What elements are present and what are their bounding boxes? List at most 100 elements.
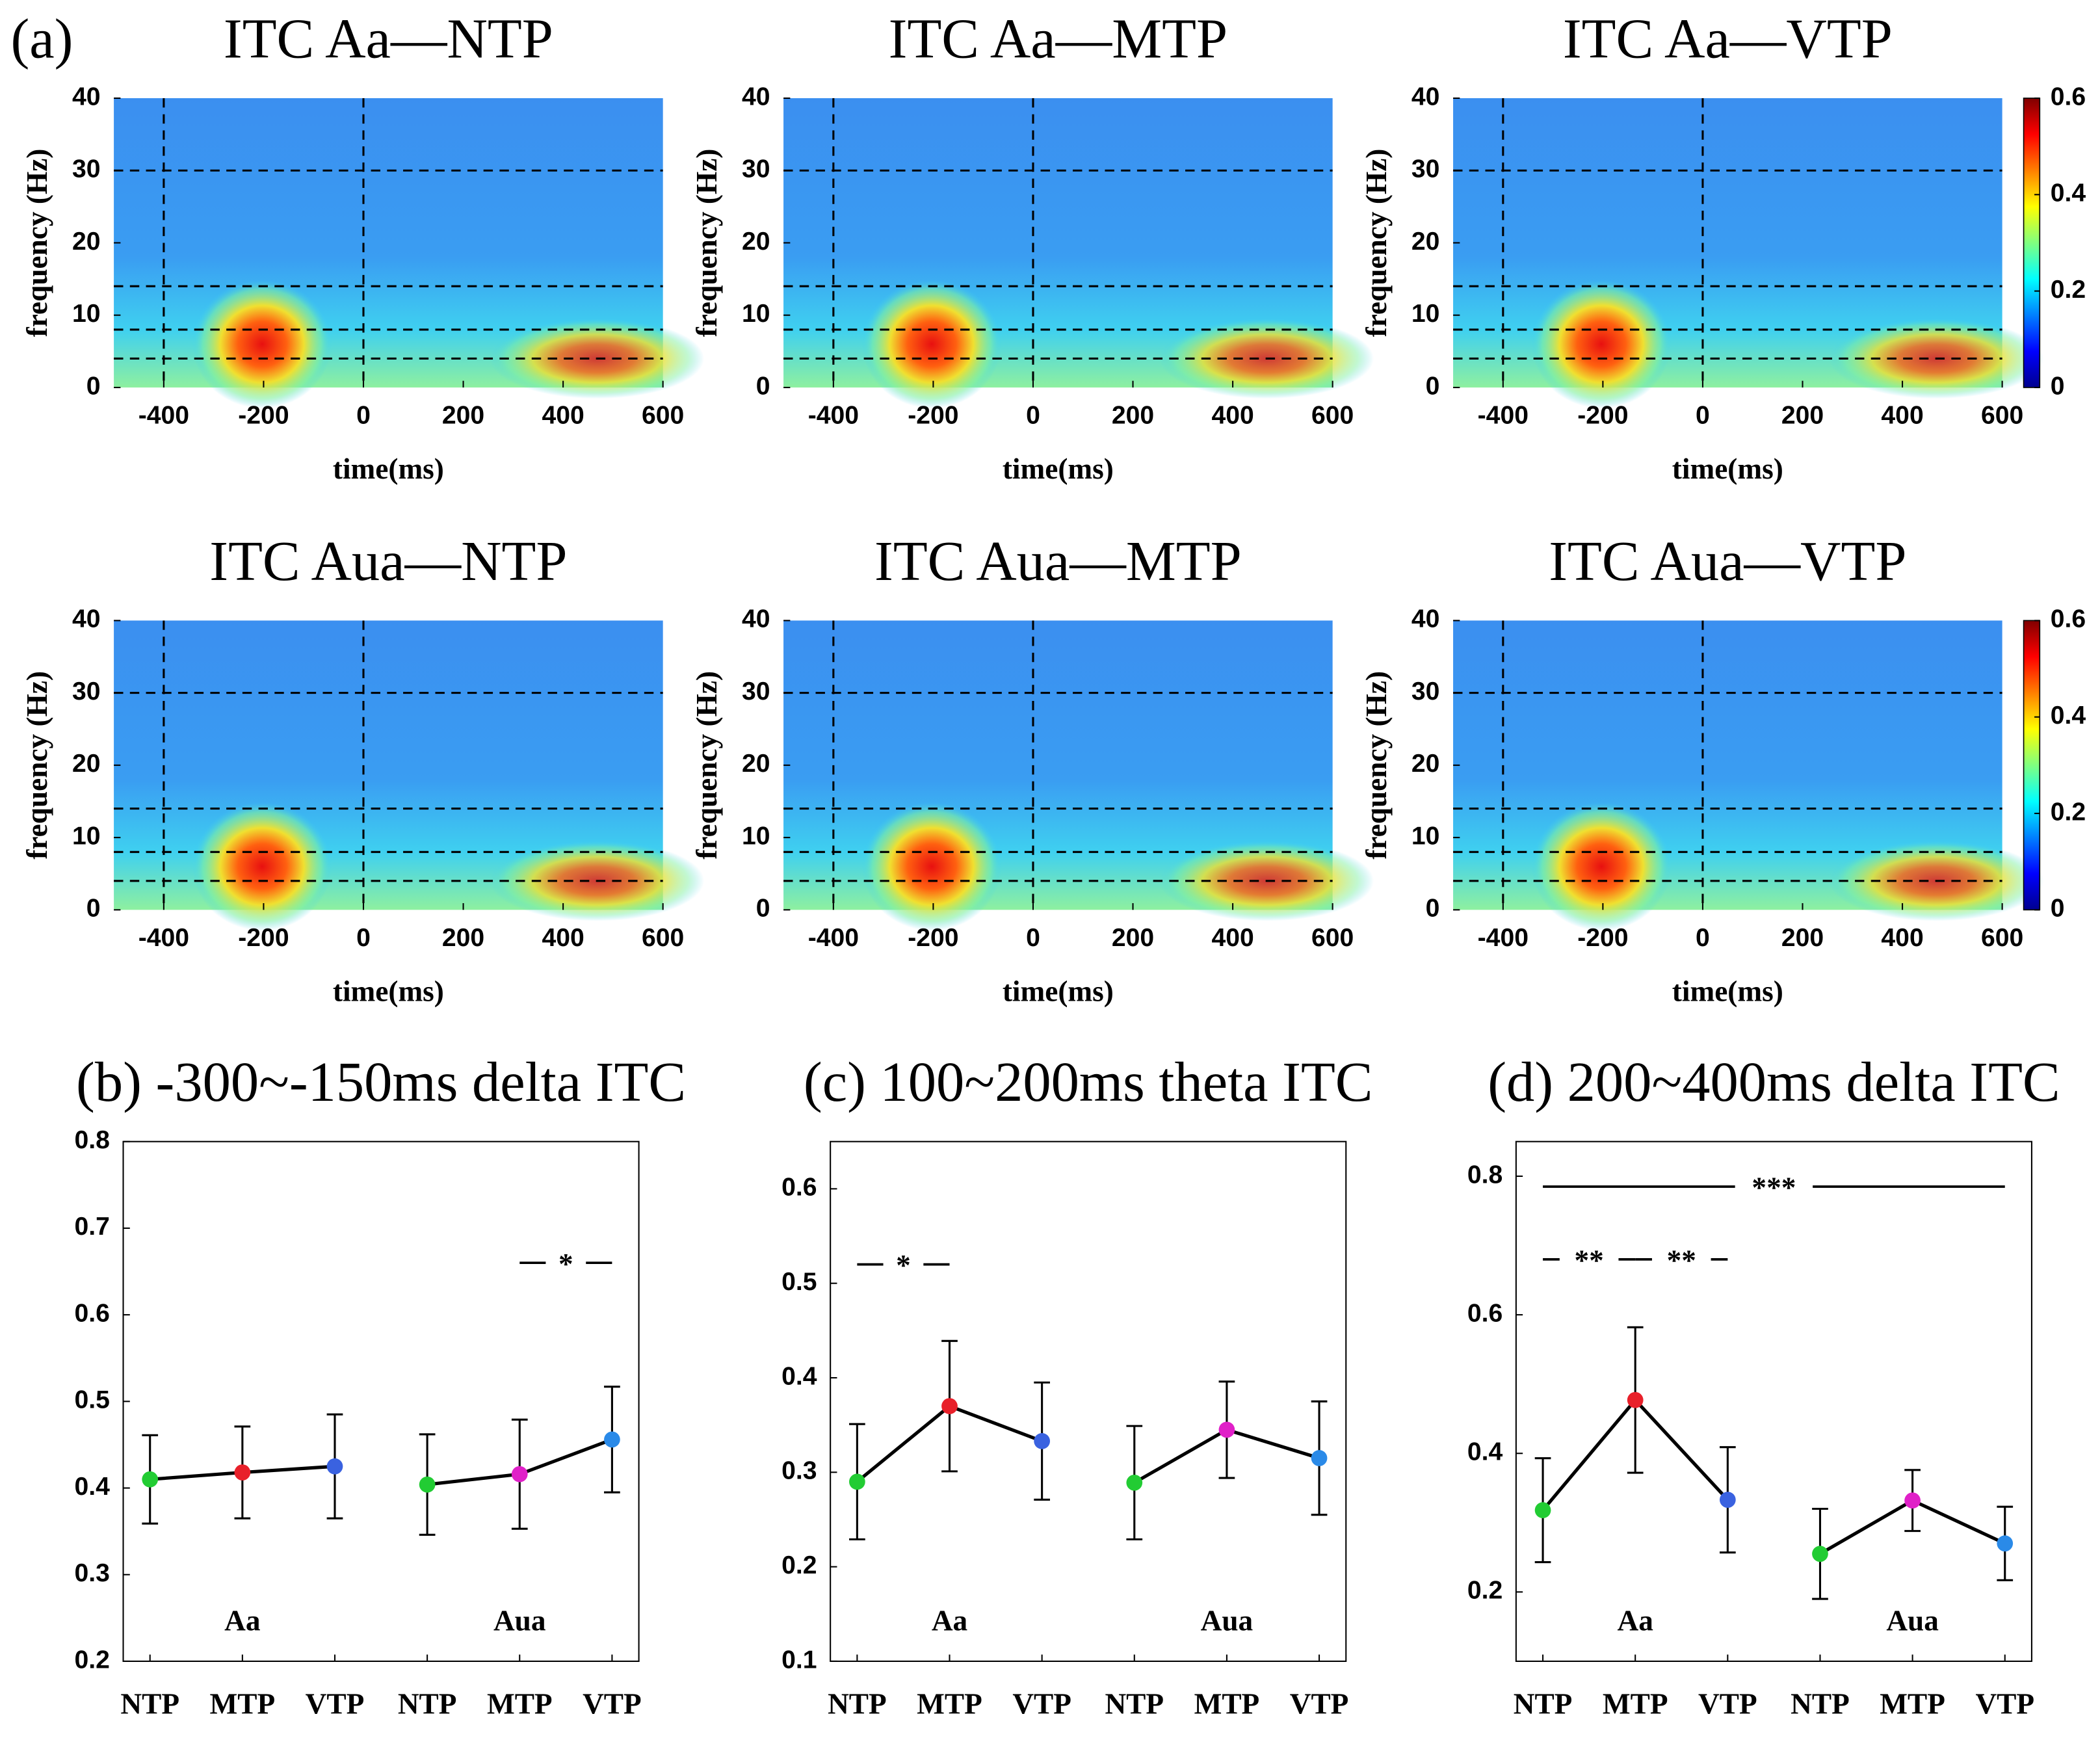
y-tick-label: 0.5 <box>781 1268 817 1296</box>
y-tick-label: 0 <box>756 895 770 923</box>
x-axis-label: time(ms) <box>1003 453 1114 485</box>
y-tick-label: 0.7 <box>75 1213 110 1241</box>
colorbar-tick-label: 0.6 <box>2051 605 2086 633</box>
y-tick-label: 0.6 <box>75 1299 110 1327</box>
x-tick-label: MTP <box>487 1687 553 1720</box>
y-tick-label: 0.3 <box>781 1457 817 1485</box>
y-tick-label: 0 <box>86 372 101 400</box>
x-tick-label: 0 <box>1696 924 1710 952</box>
y-tick-label: 40 <box>742 605 770 633</box>
colorbar-tick-label: 0.2 <box>2051 276 2086 304</box>
x-tick-label: MTP <box>210 1687 276 1720</box>
y-axis-label: frequency (Hz) <box>21 149 53 337</box>
x-axis-label: time(ms) <box>1003 975 1114 1007</box>
y-axis-label: frequency (Hz) <box>1360 671 1393 860</box>
y-tick-label: 0.4 <box>1467 1438 1503 1466</box>
x-tick-label: 200 <box>1781 924 1824 952</box>
data-point <box>1034 1433 1050 1449</box>
x-tick-label: 400 <box>1211 402 1253 430</box>
x-tick-label: 600 <box>642 924 684 952</box>
x-tick-label: NTP <box>1105 1687 1164 1720</box>
x-tick-label: -400 <box>808 402 859 430</box>
y-tick-label: 0.2 <box>75 1646 110 1674</box>
x-tick-label: MTP <box>1194 1687 1260 1720</box>
x-tick-label: 0 <box>1026 924 1040 952</box>
x-tick-label: 0 <box>356 924 371 952</box>
chart-title: (c) 100~200ms theta ITC <box>804 1051 1373 1113</box>
x-tick-label: 200 <box>1112 402 1154 430</box>
data-point <box>849 1473 865 1490</box>
y-tick-label: 30 <box>1411 155 1440 183</box>
colorbar-tick-label: 0 <box>2051 895 2065 923</box>
chart-title: ITC Aa—NTP <box>224 7 553 70</box>
x-tick-label: 0 <box>1026 402 1040 430</box>
y-tick-label: 0 <box>86 895 101 923</box>
y-axis-label: frequency (Hz) <box>690 149 723 337</box>
group-label: Aa <box>224 1605 260 1637</box>
y-tick-label: 30 <box>72 155 101 183</box>
group-label: Aa <box>932 1605 967 1637</box>
data-point <box>1218 1421 1235 1438</box>
y-tick-label: 0 <box>1426 372 1440 400</box>
heatmap-hotspot <box>192 280 332 409</box>
colorbar <box>2023 620 2041 911</box>
y-tick-label: 40 <box>1411 605 1440 633</box>
panel-label: (a) <box>10 7 73 70</box>
data-point <box>604 1431 620 1448</box>
x-tick-label: -200 <box>1577 924 1628 952</box>
y-tick-label: 30 <box>742 678 770 705</box>
data-point <box>234 1464 251 1481</box>
significance-label: ** <box>1667 1244 1696 1276</box>
y-tick-label: 0.6 <box>781 1174 817 1202</box>
y-tick-label: 20 <box>1411 228 1440 256</box>
x-tick-label: 0 <box>356 402 371 430</box>
x-tick-label: 200 <box>442 924 484 952</box>
y-axis-label: frequency (Hz) <box>21 671 53 860</box>
y-axis-label: frequency (Hz) <box>1360 149 1393 337</box>
x-tick-label: 400 <box>1881 402 1923 430</box>
plot-frame <box>1515 1140 2032 1662</box>
x-axis-label: time(ms) <box>1672 453 1783 485</box>
group-label: Aa <box>1618 1605 1653 1637</box>
heatmap-hotspot <box>861 802 1002 931</box>
chart-title: (b) -300~-150ms delta ITC <box>76 1051 686 1113</box>
chart-title: (d) 200~400ms delta ITC <box>1488 1051 2060 1113</box>
x-tick-label: -400 <box>138 924 189 952</box>
colorbar-tick-label: 0 <box>2051 372 2065 400</box>
x-axis-label: time(ms) <box>333 975 444 1007</box>
y-tick-label: 0.5 <box>75 1386 110 1414</box>
x-tick-label: NTP <box>398 1687 457 1720</box>
x-tick-label: MTP <box>917 1687 982 1720</box>
data-point <box>511 1466 528 1482</box>
y-tick-label: 0.8 <box>1467 1161 1503 1189</box>
x-axis-label: time(ms) <box>1672 975 1783 1007</box>
x-tick-label: 600 <box>1981 924 2023 952</box>
heatmap-hotspot <box>861 280 1002 409</box>
y-tick-label: 40 <box>72 605 101 633</box>
x-tick-label: 400 <box>1881 924 1923 952</box>
x-tick-label: 600 <box>1981 402 2023 430</box>
heatmap-hotspot <box>1531 802 1672 931</box>
x-tick-label: -400 <box>1478 402 1529 430</box>
y-tick-label: 10 <box>1411 300 1440 328</box>
data-point <box>1627 1391 1644 1408</box>
data-point <box>1812 1546 1828 1562</box>
x-tick-label: 200 <box>1781 402 1824 430</box>
x-tick-label: VTP <box>1975 1687 2034 1720</box>
chart-title: ITC Aua—NTP <box>209 530 567 592</box>
x-tick-label: -200 <box>238 402 289 430</box>
x-tick-label: 200 <box>442 402 484 430</box>
colorbar-tick-label: 0.4 <box>2051 179 2086 207</box>
y-tick-label: 0.2 <box>1467 1577 1503 1605</box>
x-tick-label: 400 <box>1211 924 1253 952</box>
x-tick-label: -400 <box>138 402 189 430</box>
heatmap-hotspot <box>1531 280 1672 409</box>
group-label: Aua <box>1201 1605 1253 1637</box>
x-tick-label: VTP <box>1698 1687 1757 1720</box>
y-tick-label: 20 <box>742 228 770 256</box>
x-tick-label: VTP <box>1290 1687 1349 1720</box>
x-tick-label: NTP <box>1514 1687 1573 1720</box>
chart-title: ITC Aa—MTP <box>889 7 1227 70</box>
significance-label: *** <box>1752 1172 1796 1204</box>
y-tick-label: 0.8 <box>75 1126 110 1154</box>
